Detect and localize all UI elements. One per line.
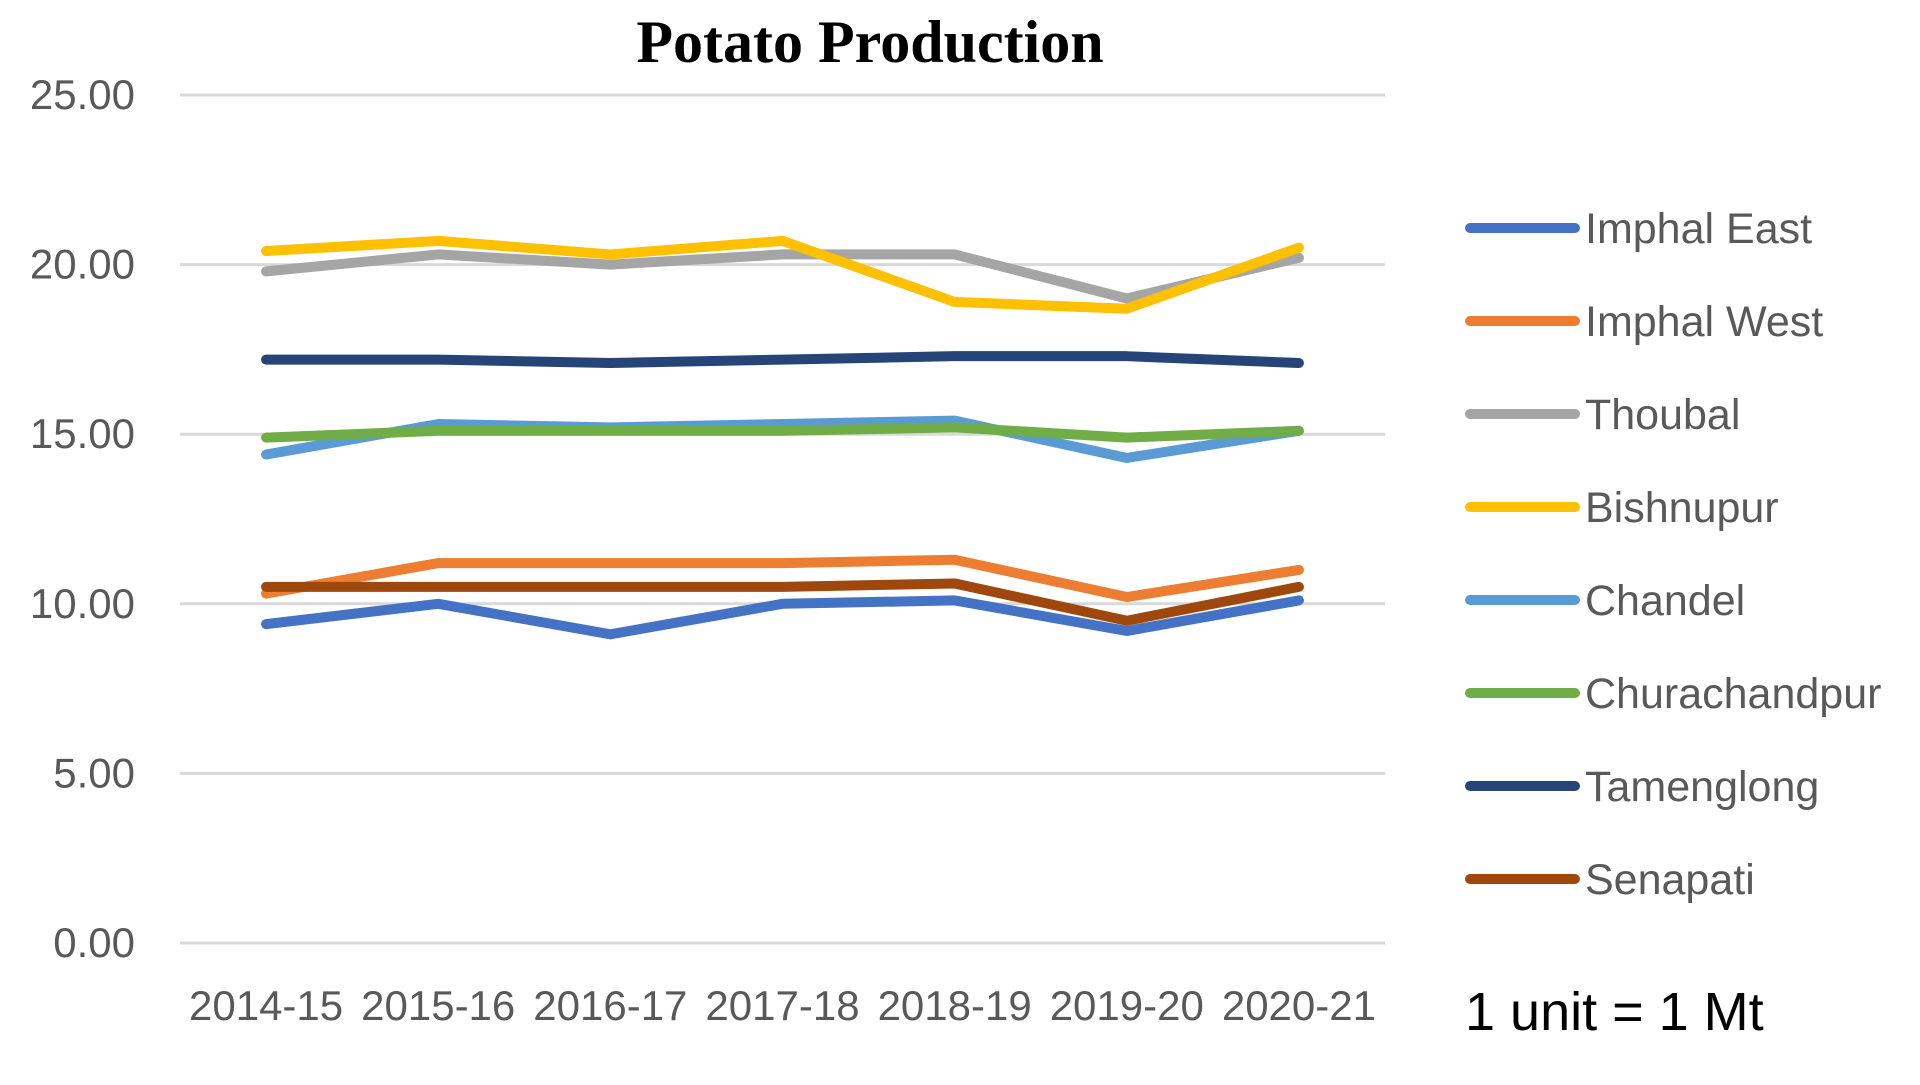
legend-item: Bishnupur (1470, 484, 1779, 532)
x-tick-label: 2020-21 (1222, 982, 1376, 1029)
legend-item: Imphal East (1470, 205, 1812, 253)
x-tick-label: 2015-16 (361, 982, 515, 1029)
legend-label: Imphal West (1585, 298, 1823, 346)
legend-label: Tamenglong (1585, 763, 1819, 811)
legend-label: Churachandpur (1585, 670, 1881, 718)
x-tick-label: 2014-15 (189, 982, 343, 1029)
x-axis-ticks: 2014-15 2015-16 2016-17 2017-18 2018-19 2019-… (189, 982, 1376, 1029)
x-tick-label: 2016-17 (533, 982, 687, 1029)
series-thoubal (266, 254, 1299, 298)
series-line (266, 427, 1299, 437)
legend-item: Churachandpur (1470, 670, 1881, 718)
legend-label: Bishnupur (1585, 484, 1779, 532)
chart-title: Potato Production (636, 9, 1103, 75)
legend-item: Chandel (1470, 577, 1745, 625)
x-tick-label: 2018-19 (878, 982, 1032, 1029)
legend-item: Tamenglong (1470, 763, 1819, 811)
legend-label: Thoubal (1585, 391, 1740, 439)
legend-item: Thoubal (1470, 391, 1740, 439)
unit-note: 1 unit = 1 Mt (1465, 982, 1764, 1042)
y-axis-ticks: 0.00 5.00 10.00 15.00 20.00 25.00 (30, 71, 135, 966)
legend-label: Senapati (1585, 856, 1755, 904)
legend-item: Imphal West (1470, 298, 1823, 346)
series-churachandpur (266, 427, 1299, 437)
y-tick-label: 5.00 (53, 749, 135, 796)
y-tick-label: 0.00 (53, 919, 135, 966)
x-tick-label: 2019-20 (1050, 982, 1204, 1029)
x-tick-label: 2017-18 (705, 982, 859, 1029)
series-line (266, 254, 1299, 298)
series-tamenglong (266, 356, 1299, 363)
y-tick-label: 20.00 (30, 241, 135, 288)
legend-label: Imphal East (1585, 205, 1812, 253)
legend-item: Senapati (1470, 856, 1755, 904)
legend: Imphal East Imphal West Thoubal Bishnupur Ch… (1470, 205, 1881, 904)
legend-label: Chandel (1585, 577, 1745, 625)
y-tick-label: 15.00 (30, 410, 135, 457)
y-tick-label: 25.00 (30, 71, 135, 118)
gridlines (180, 95, 1385, 943)
series-lines (266, 241, 1299, 635)
y-tick-label: 10.00 (30, 580, 135, 627)
